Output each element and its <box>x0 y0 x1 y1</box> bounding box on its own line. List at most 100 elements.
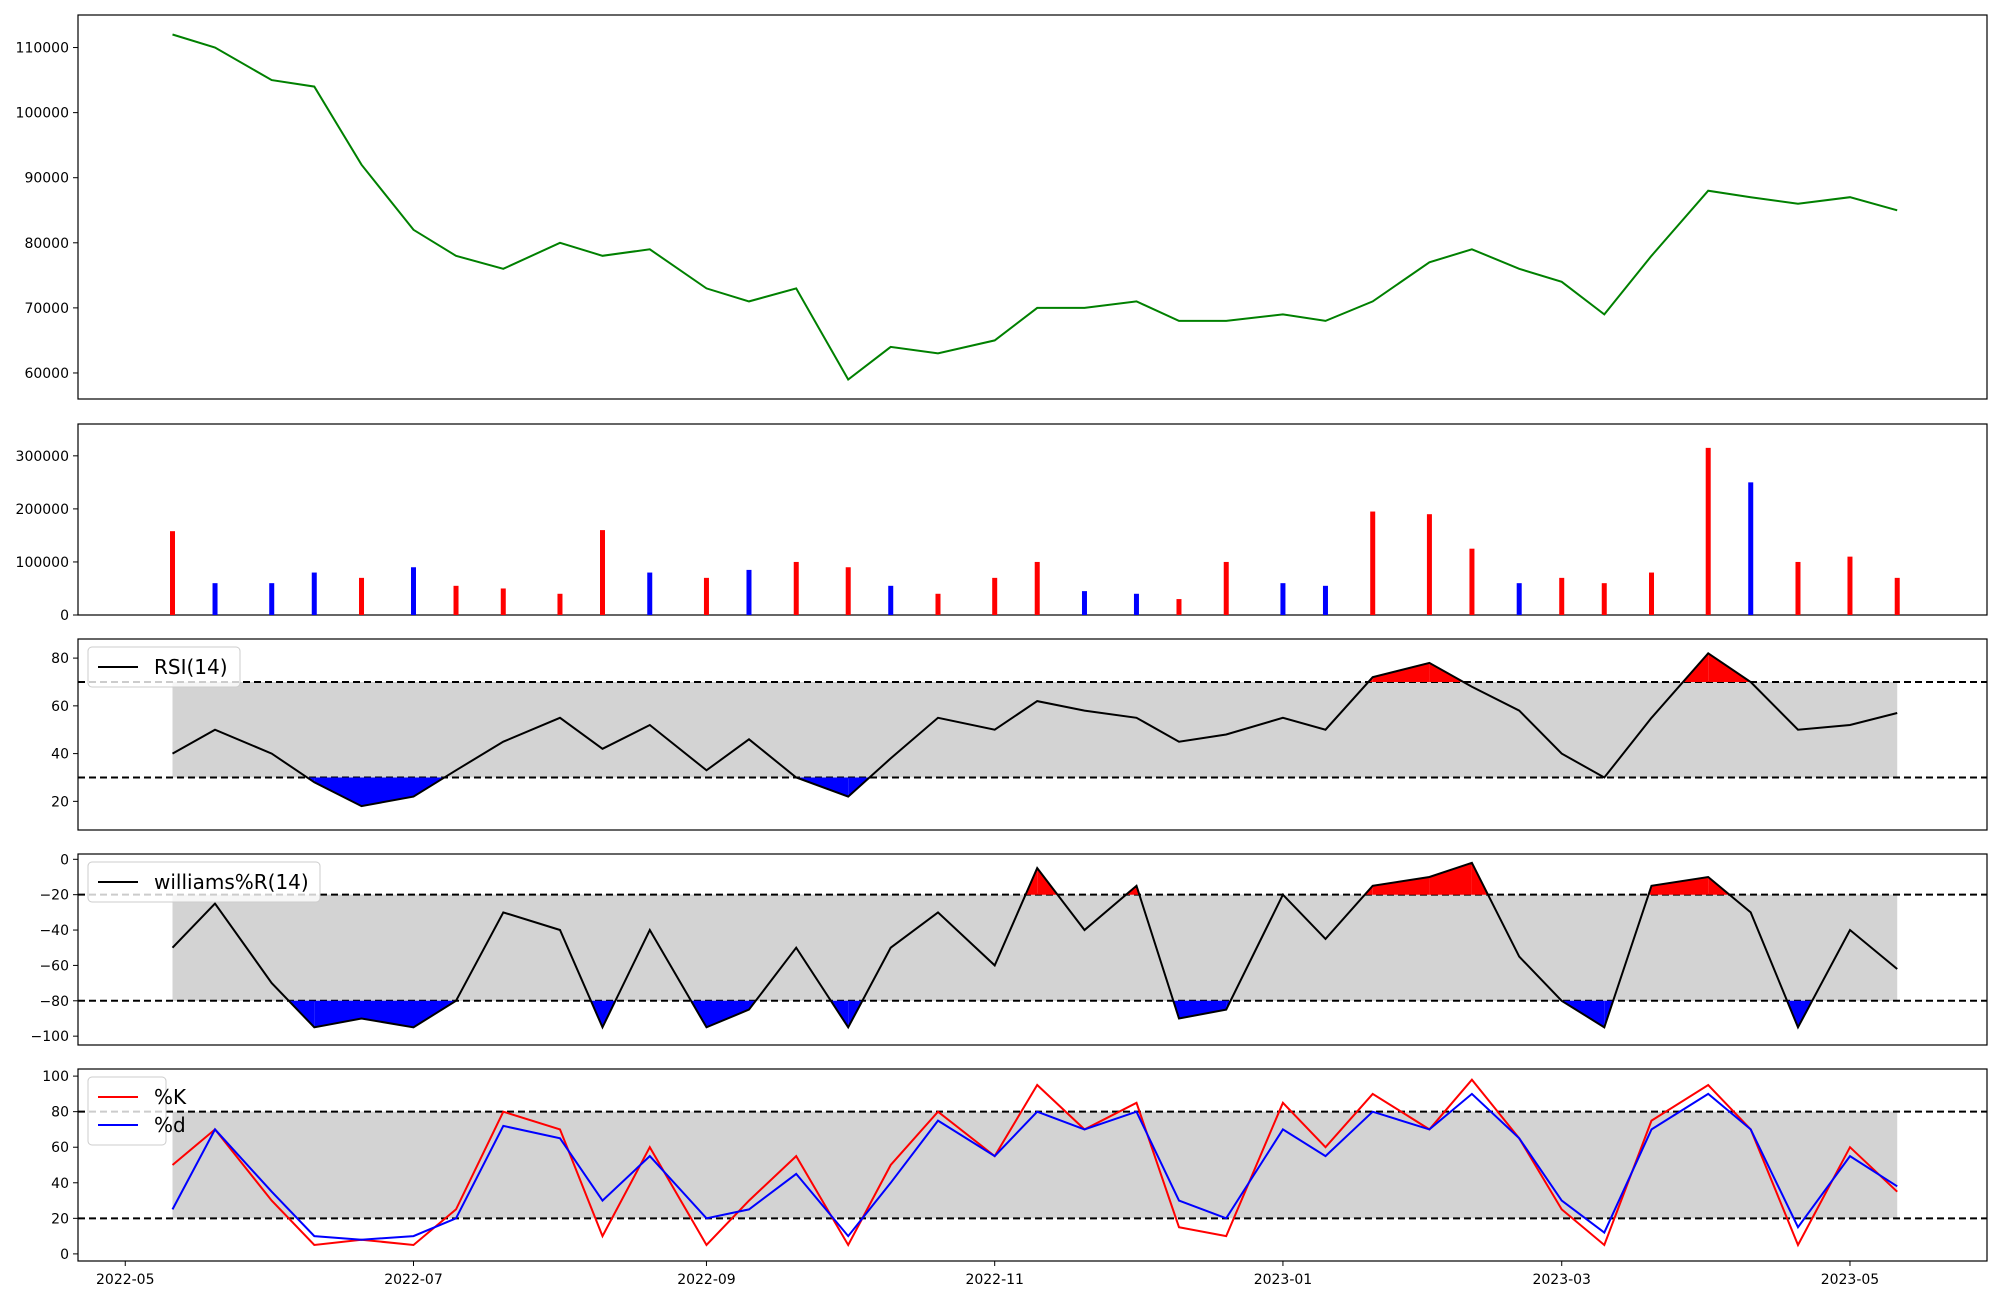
price-line <box>172 33 1898 381</box>
volume-bar <box>746 569 752 615</box>
williams-line <box>171 861 1898 1030</box>
plot-frame <box>77 638 1988 831</box>
volume-bar <box>500 588 506 615</box>
y-tick-label: −20 <box>39 888 69 904</box>
x-tick-label: 2023-03 <box>1532 1272 1591 1288</box>
y-tick-label: 0 <box>60 1247 69 1263</box>
legend-label: %K <box>154 1085 187 1109</box>
y-tick-label: 80 <box>51 651 69 667</box>
x-tick-label: 2022-05 <box>96 1272 155 1288</box>
oversold-fill <box>1179 1000 1227 1019</box>
legend-box <box>87 646 241 688</box>
y-tick-label: 90000 <box>24 171 69 187</box>
volume-bar <box>992 577 998 615</box>
volume-bar <box>793 561 799 615</box>
volume-bar <box>1516 583 1522 615</box>
volume-bar <box>453 585 459 615</box>
volume-bar <box>557 593 563 615</box>
neutral-band <box>172 1111 1898 1219</box>
y-tick-label: 80 <box>51 1105 69 1121</box>
volume-bar <box>1223 561 1229 615</box>
y-tick-label: 20 <box>51 794 69 810</box>
volume-bar <box>1601 583 1607 615</box>
y-tick-label: 100000 <box>16 555 69 571</box>
y-tick-label: 60 <box>51 1140 69 1156</box>
y-tick-label: 60 <box>51 699 69 715</box>
volume-bar <box>1081 591 1087 615</box>
volume-bar <box>1133 593 1139 615</box>
overbought-fill <box>1651 877 1709 895</box>
legend-box <box>87 861 321 903</box>
legend-box <box>87 1076 167 1146</box>
price-panel: 60000 70000 80000 90000 100000 110000 <box>16 14 1988 400</box>
volume-bar <box>1280 583 1286 615</box>
plot-frame <box>77 423 1988 616</box>
k-line <box>171 1078 1898 1248</box>
x-tick-label: 2022-09 <box>677 1272 736 1288</box>
volume-bar <box>1559 577 1565 615</box>
overbought-fill <box>1372 877 1430 895</box>
legend-label: williams%R(14) <box>154 870 309 894</box>
y-tick-label: 300000 <box>16 449 69 465</box>
y-tick-label: 60000 <box>24 366 69 382</box>
x-tick-label: 2022-07 <box>384 1272 443 1288</box>
volume-bar <box>1705 447 1711 615</box>
plot-frame <box>77 14 1988 400</box>
x-tick-label: 2023-05 <box>1821 1272 1880 1288</box>
volume-bar <box>1370 511 1376 615</box>
legend-label: %d <box>154 1113 186 1137</box>
rsi-panel: 20 40 60 80 RSI(14) <box>51 638 1988 831</box>
stochastic-panel: 0 20 40 60 80 100 %K %d 2022-05 2022-07 2022-09 202… <box>42 1068 1988 1288</box>
volume-bar <box>1176 599 1182 615</box>
y-tick-label: −100 <box>31 1029 69 1045</box>
volume-bar <box>935 593 941 615</box>
oversold-fill <box>706 1000 749 1028</box>
y-tick-label: 200000 <box>16 502 69 518</box>
volume-bar <box>170 531 176 615</box>
y-tick-label: 0 <box>60 608 69 624</box>
volume-bar <box>359 577 365 615</box>
volume-bar <box>410 567 416 615</box>
y-tick-label: 100000 <box>16 106 69 122</box>
y-tick-label: 40 <box>51 1176 69 1192</box>
neutral-band <box>172 681 1898 778</box>
overbought-fill <box>1372 662 1430 682</box>
volume-bar <box>1469 548 1475 615</box>
y-tick-label: 20 <box>51 1211 69 1227</box>
volume-bar <box>1795 561 1801 615</box>
y-tick-label: 0 <box>60 852 69 868</box>
x-tick-label: 2022-11 <box>965 1272 1024 1288</box>
volume-bar <box>269 583 275 615</box>
plot-frame <box>77 853 1988 1046</box>
volume-bar <box>1894 577 1900 615</box>
neutral-band <box>172 894 1898 1001</box>
oversold-fill <box>314 777 362 807</box>
y-tick-label: −40 <box>39 923 69 939</box>
volume-bar <box>888 585 894 615</box>
x-tick-label: 2023-01 <box>1254 1272 1313 1288</box>
overbought-fill <box>1429 862 1472 895</box>
y-tick-label: 70000 <box>24 301 69 317</box>
williams-panel: −100 −80 −60 −40 −20 0 williams%R(14) <box>31 852 1988 1046</box>
volume-bar <box>1748 482 1754 615</box>
y-tick-label: 80000 <box>24 236 69 252</box>
volume-bar <box>1847 556 1853 615</box>
y-tick-label: 40 <box>51 747 69 763</box>
volume-bar <box>1322 585 1328 615</box>
volume-bar <box>1649 572 1655 615</box>
volume-bar <box>845 567 851 615</box>
y-tick-label: −80 <box>39 994 69 1010</box>
volume-bar <box>600 530 606 615</box>
volume-bar <box>311 572 317 615</box>
volume-bar <box>212 583 218 615</box>
volume-panel: 0 100000 200000 300000 <box>16 423 1988 624</box>
y-tick-label: 110000 <box>16 41 69 57</box>
y-tick-label: −60 <box>39 958 69 974</box>
volume-bar <box>703 577 709 615</box>
y-tick-label: 100 <box>42 1069 69 1085</box>
plot-frame <box>77 1068 1988 1262</box>
volume-bar <box>647 572 653 615</box>
d-line <box>171 1092 1898 1241</box>
volume-bar <box>1426 514 1432 615</box>
